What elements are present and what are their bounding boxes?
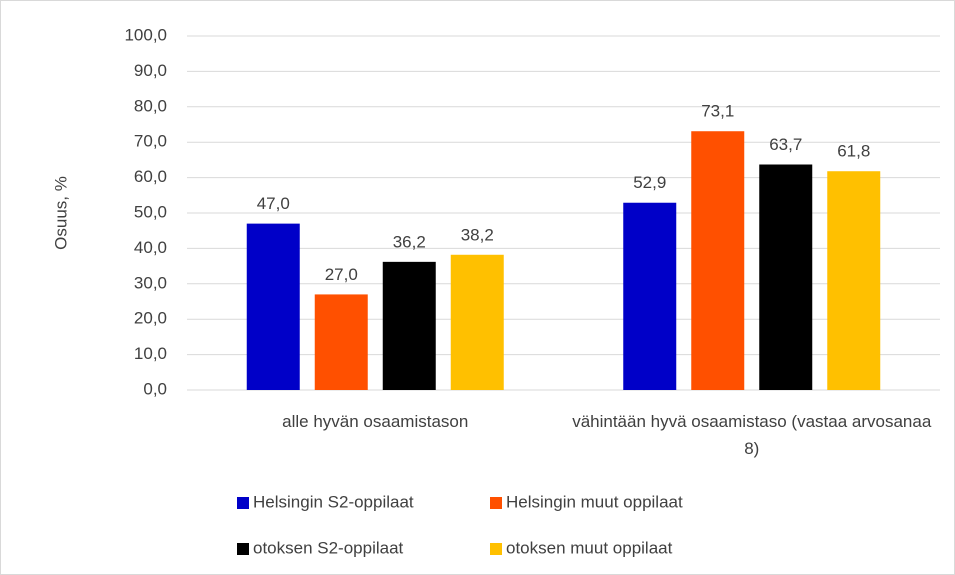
y-tick-label: 70,0: [134, 132, 167, 151]
bar: [691, 131, 745, 390]
data-label: 38,2: [461, 225, 494, 244]
bar: [827, 171, 881, 390]
legend-swatch: [490, 543, 502, 555]
y-tick-label: 0,0: [143, 379, 167, 398]
data-label: 61,8: [837, 142, 870, 161]
bar: [450, 254, 504, 390]
legend-swatch: [237, 497, 249, 509]
bar: [623, 202, 677, 390]
y-tick-label: 100,0: [124, 25, 167, 44]
bar: [759, 164, 813, 390]
data-label: 63,7: [769, 135, 802, 154]
y-tick-label: 50,0: [134, 202, 167, 221]
data-label: 36,2: [393, 232, 426, 251]
data-label: 73,1: [701, 102, 734, 121]
bar: [314, 294, 368, 390]
y-tick-label: 60,0: [134, 167, 167, 186]
legend-label: Helsingin muut oppilaat: [506, 492, 683, 511]
x-tick-label: alle hyvän osaamistason: [282, 412, 469, 431]
bar: [382, 261, 436, 390]
y-tick-label: 10,0: [134, 344, 167, 363]
y-tick-label: 80,0: [134, 96, 167, 115]
data-label: 52,9: [633, 173, 666, 192]
legend-label: otoksen muut oppilaat: [506, 538, 673, 557]
legend-label: Helsingin S2-oppilaat: [253, 492, 414, 511]
y-tick-label: 90,0: [134, 61, 167, 80]
data-label: 27,0: [325, 265, 358, 284]
legend-label: otoksen S2-oppilaat: [253, 538, 404, 557]
x-tick-label: vähintään hyvä osaamistaso (vastaa arvos…: [572, 412, 932, 458]
legend-swatch: [237, 543, 249, 555]
y-tick-label: 40,0: [134, 238, 167, 257]
y-tick-label: 30,0: [134, 273, 167, 292]
y-axis-label: Osuus, %: [51, 176, 70, 250]
bar: [246, 223, 300, 390]
legend-swatch: [490, 497, 502, 509]
data-label: 47,0: [257, 194, 290, 213]
y-tick-label: 20,0: [134, 309, 167, 328]
